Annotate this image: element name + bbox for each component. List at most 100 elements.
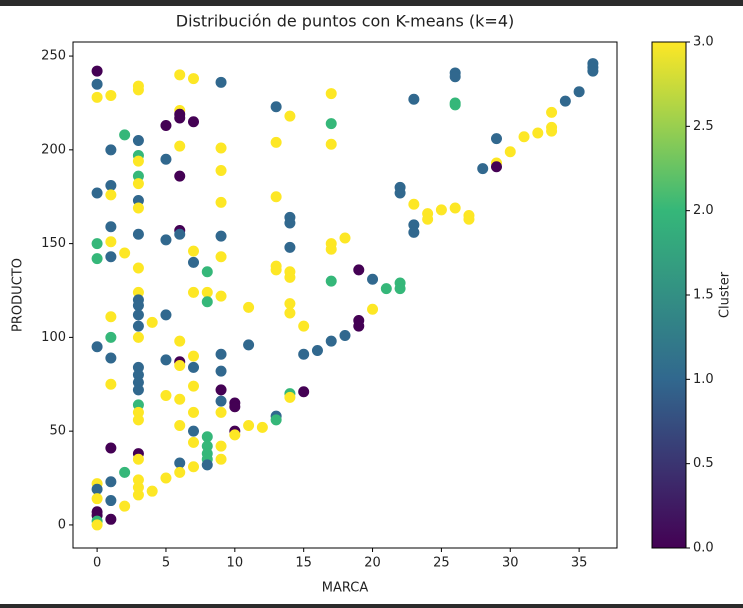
point [367,303,379,315]
point [504,146,516,158]
point [215,251,227,263]
point [215,290,227,302]
point [174,420,186,432]
point [435,204,447,216]
point [339,232,351,244]
point [215,348,227,360]
point [105,144,117,156]
point [353,320,365,332]
point [91,493,103,505]
point [546,106,558,118]
point [105,331,117,343]
point [408,198,420,210]
y-tick-label: 250 [41,49,66,64]
y-tick-label: 200 [41,142,66,157]
point [270,101,282,113]
colorbar-label: Cluster [718,271,733,318]
point [188,286,200,298]
point [243,420,255,432]
point [160,119,172,131]
point [160,153,172,165]
point [201,296,213,308]
point [188,350,200,362]
point [587,65,599,77]
point [91,91,103,103]
point [91,253,103,265]
point [573,86,585,98]
point [477,163,489,175]
bottom-strip [0,604,743,608]
point [449,99,461,111]
point [298,386,310,398]
point [188,256,200,268]
point [188,380,200,392]
point [243,301,255,313]
point [174,228,186,240]
y-axis-label: PRODUCTO [11,258,26,332]
point [284,391,296,403]
x-tick-label: 25 [433,556,450,571]
point [132,300,144,312]
point [270,264,282,276]
plot-frame [72,41,618,549]
point [243,339,255,351]
point [215,230,227,242]
point [298,348,310,360]
point [132,262,144,274]
point [174,69,186,81]
point [188,361,200,373]
point [215,395,227,407]
point [546,125,558,137]
point [394,187,406,199]
point [394,283,406,295]
point [449,71,461,83]
colorbar-tick-label: 2.0 [693,203,714,218]
point [284,271,296,283]
point [325,243,337,255]
x-tick-label: 15 [295,556,312,571]
point [408,226,420,238]
y-tick-label: 100 [41,330,66,345]
point [284,307,296,319]
point [105,311,117,323]
point [270,191,282,203]
colorbar-tick-label: 1.0 [693,372,714,387]
colorbar-tick-label: 3.0 [693,35,714,50]
point [490,161,502,173]
point [132,228,144,240]
point [91,78,103,90]
x-axis-label: MARCA [322,581,369,596]
point [422,213,434,225]
point [215,142,227,154]
colorbar [651,41,687,549]
point [325,138,337,150]
point [146,485,158,497]
point [188,406,200,418]
point [215,196,227,208]
point [119,466,131,478]
point [325,88,337,100]
point [132,320,144,332]
point [270,136,282,148]
point [256,421,268,433]
point [270,414,282,426]
point [325,118,337,130]
top-strip [0,0,743,6]
point [201,459,213,471]
point [188,436,200,448]
point [91,341,103,353]
y-tick-label: 150 [41,236,66,251]
point [105,179,117,191]
point [284,217,296,229]
point [201,266,213,278]
point [284,110,296,122]
point [188,425,200,437]
point [105,189,117,201]
point [215,440,227,452]
point [408,93,420,105]
point [132,384,144,396]
point [105,495,117,507]
point [188,461,200,473]
